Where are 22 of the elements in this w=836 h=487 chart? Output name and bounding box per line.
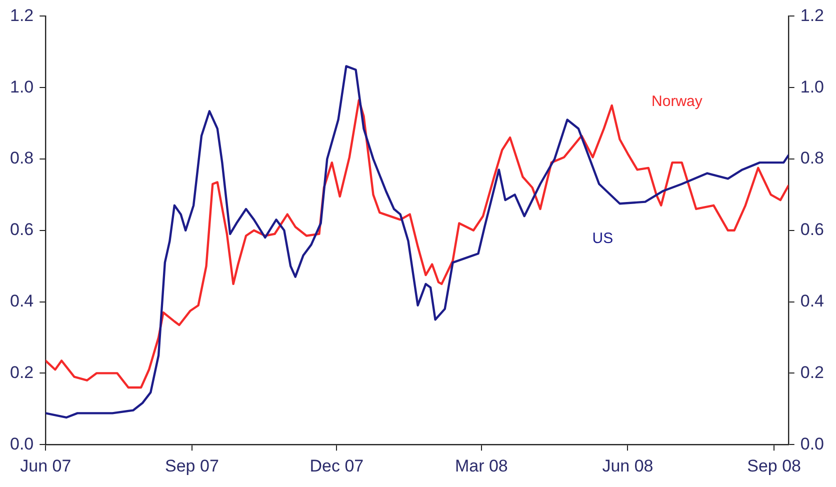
y2-tick-label: 0.4 — [800, 291, 824, 310]
x-tick-label: Sep 07 — [165, 456, 219, 476]
y2-tick-label: 0.0 — [800, 434, 824, 454]
y-tick-label: 0.4 — [10, 291, 34, 310]
y2-tick-label: 0.2 — [800, 362, 824, 382]
y2-tick-label: 1.0 — [800, 77, 824, 96]
y2-tick-label: 1.2 — [800, 6, 824, 25]
y-tick-label: 0.0 — [10, 434, 34, 454]
x-tick-label: Sep 08 — [747, 456, 801, 476]
x-tick-label: Dec 07 — [310, 456, 364, 476]
y-tick-label: 0.2 — [10, 362, 34, 382]
x-tick-label: Mar 08 — [454, 456, 508, 476]
text: Norway — [652, 93, 703, 110]
y-tick-label: 0.6 — [10, 220, 34, 240]
y-tick-label: 1.2 — [10, 6, 34, 25]
series-label: US — [592, 230, 614, 248]
y2-tick-label: 0.8 — [800, 148, 824, 168]
y-tick-label: 0.8 — [10, 148, 34, 168]
y2-tick-label: 0.6 — [800, 220, 824, 240]
x-tick-label: Jun 08 — [602, 456, 654, 476]
y-tick-label: 1.0 — [10, 77, 34, 96]
x-tick-label: Jun 07 — [20, 456, 72, 476]
